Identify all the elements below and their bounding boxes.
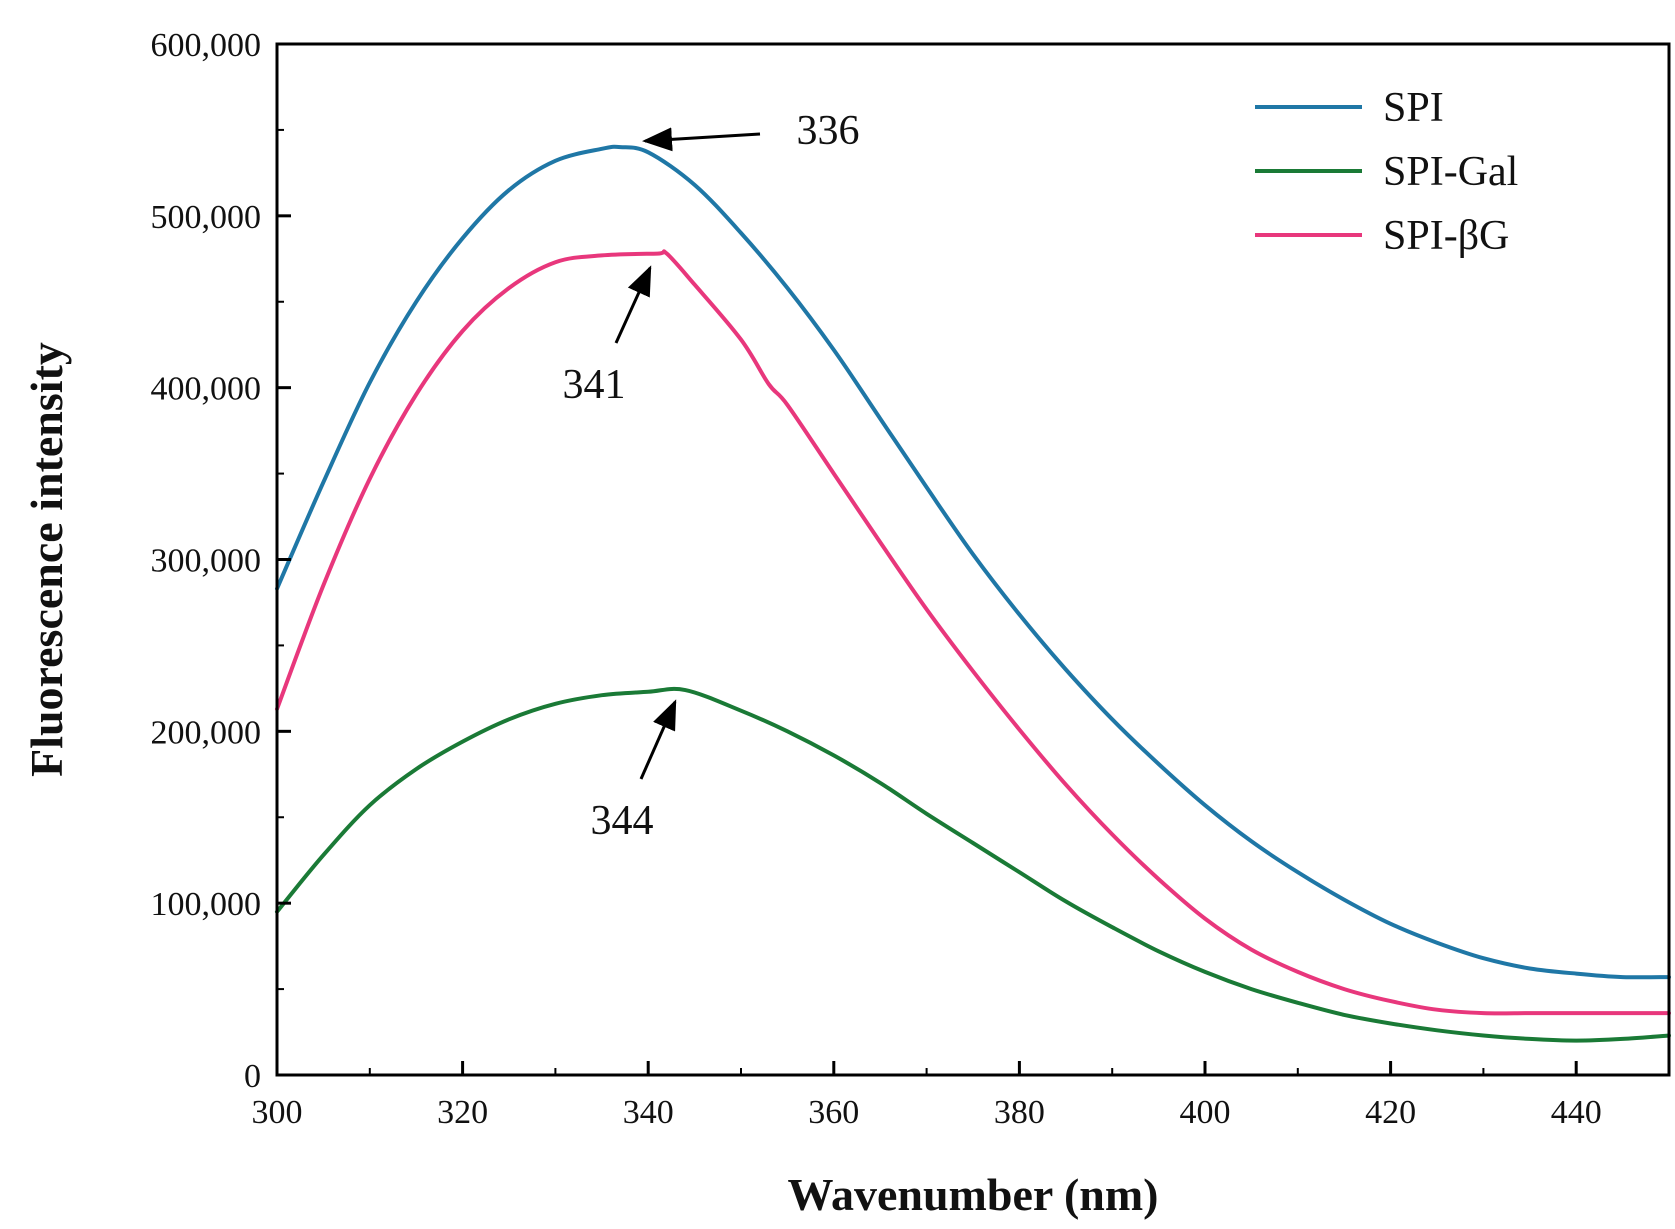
legend-label: SPI-βG bbox=[1383, 213, 1509, 259]
y-tick-label: 500,000 bbox=[151, 199, 262, 236]
y-tick-label: 300,000 bbox=[151, 543, 262, 580]
x-tick-label: 440 bbox=[1551, 1094, 1602, 1131]
annotation-label: 336 bbox=[797, 108, 860, 154]
x-tick-label: 420 bbox=[1365, 1094, 1416, 1131]
series-line-1 bbox=[275, 686, 1671, 1043]
x-tick-label: 360 bbox=[808, 1094, 859, 1131]
annotation-label: 341 bbox=[563, 362, 626, 408]
x-tick-label: 400 bbox=[1180, 1094, 1231, 1131]
y-tick-label: 400,000 bbox=[151, 371, 262, 408]
legend-label: SPI bbox=[1383, 85, 1444, 131]
series-line-0 bbox=[275, 144, 1671, 980]
x-tick-label: 380 bbox=[994, 1094, 1045, 1131]
plot-frame bbox=[275, 42, 1671, 1077]
x-tick-label: 340 bbox=[623, 1094, 674, 1131]
series-line-2 bbox=[275, 249, 1671, 1016]
y-tick-label: 600,000 bbox=[151, 27, 262, 64]
annotation-arrow bbox=[614, 265, 652, 344]
y-tick-label: 0 bbox=[244, 1058, 261, 1095]
annotation-label: 344 bbox=[591, 798, 654, 844]
x-axis-title: Wavenumber (nm) bbox=[788, 1169, 1159, 1220]
annotation-arrow bbox=[642, 127, 761, 152]
x-tick-label: 300 bbox=[252, 1094, 303, 1131]
legend-label: SPI-Gal bbox=[1383, 149, 1518, 195]
y-tick-label: 100,000 bbox=[151, 886, 262, 923]
y-tick-label: 200,000 bbox=[151, 714, 262, 751]
x-tick-label: 320 bbox=[437, 1094, 488, 1131]
y-axis-title: Fluorescence intensity bbox=[21, 342, 72, 777]
annotation-arrow bbox=[639, 699, 677, 780]
